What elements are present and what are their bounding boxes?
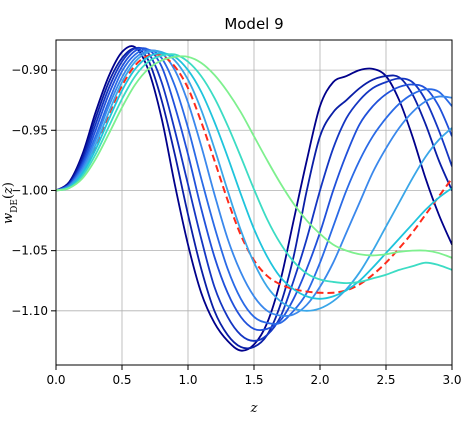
x-tick-label: 0.0 <box>46 373 65 387</box>
x-tick-label: 1.5 <box>244 373 263 387</box>
series-line-dashed <box>56 53 452 295</box>
y-axis-label: wDE(z) <box>1 182 20 224</box>
series-line-10 <box>56 55 452 259</box>
x-tick-label: 2.5 <box>376 373 395 387</box>
x-tick-label: 0.5 <box>112 373 131 387</box>
series-line-4 <box>56 48 452 325</box>
series-line-7 <box>56 50 452 312</box>
series-line-2 <box>56 46 452 342</box>
y-axis-label-close: ) <box>1 182 16 187</box>
series-line-3 <box>56 47 452 332</box>
series-line-9 <box>56 53 452 285</box>
y-tick-label: −0.90 <box>11 63 48 77</box>
y-tick-label: −1.10 <box>11 304 48 318</box>
y-axis-label-arg: ( <box>1 194 16 199</box>
y-tick-label: −1.05 <box>11 244 48 258</box>
y-tick-label: −1.00 <box>11 183 48 197</box>
series-line-8 <box>56 52 452 300</box>
x-axis-label: z <box>250 401 258 416</box>
x-tick-label: 3.0 <box>442 373 461 387</box>
y-axis-label-z: z <box>1 187 16 195</box>
chart-title: Model 9 <box>224 15 283 33</box>
y-axis-ticks: −0.90 −0.95 −1.00 −1.05 −1.10 <box>11 63 56 318</box>
x-tick-label: 1.0 <box>178 373 197 387</box>
series-line-1 <box>56 47 452 350</box>
y-axis-label-w: w <box>1 213 16 224</box>
x-tick-label: 2.0 <box>310 373 329 387</box>
y-tick-label: −0.95 <box>11 123 48 137</box>
series-line-5 <box>56 49 452 317</box>
y-axis-label-sub: DE <box>10 199 20 213</box>
x-axis-ticks: 0.0 0.5 1.0 1.5 2.0 2.5 3.0 <box>46 365 462 387</box>
series-lines <box>56 45 452 352</box>
